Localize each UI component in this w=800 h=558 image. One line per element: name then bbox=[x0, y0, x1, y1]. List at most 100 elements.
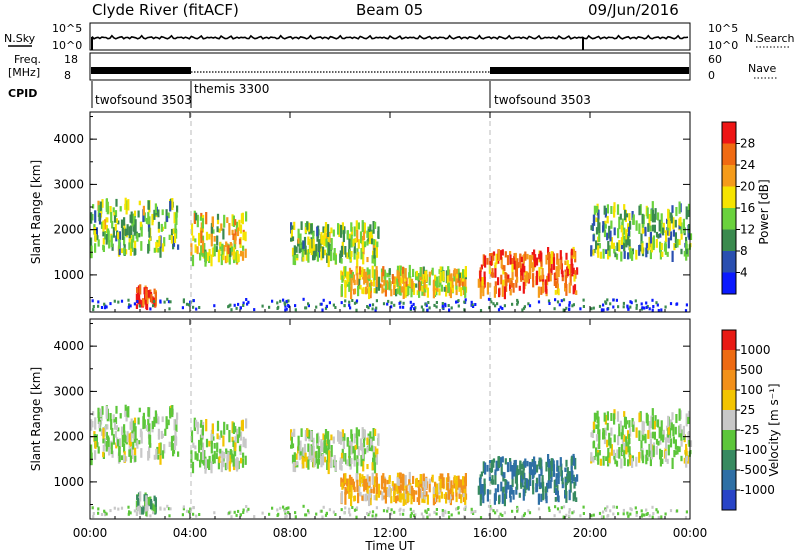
power-echo-cell bbox=[537, 300, 541, 304]
power-echo-cell bbox=[479, 281, 482, 288]
velocity-echo-cell bbox=[409, 507, 412, 511]
power-echo-cell bbox=[607, 241, 610, 251]
velocity-echo-cell bbox=[602, 515, 605, 519]
power-echo-cell bbox=[185, 302, 189, 306]
velocity-echo-cell bbox=[373, 476, 376, 488]
velocity-echo-cell bbox=[659, 440, 662, 445]
power-echo-cell bbox=[361, 240, 364, 252]
velocity-echo-cell bbox=[556, 507, 560, 511]
power-echo-cell bbox=[158, 236, 161, 247]
velocity-echo-cell bbox=[131, 446, 134, 459]
power-echo-cell bbox=[571, 263, 574, 277]
power-echo-cell bbox=[526, 253, 529, 260]
power-echo-cell bbox=[522, 255, 525, 267]
power-echo-cell bbox=[125, 209, 128, 215]
power-echo-cell bbox=[279, 299, 282, 303]
power-echo-cell bbox=[239, 229, 242, 234]
velocity-echo-cell bbox=[154, 498, 157, 507]
velocity-echo-cell bbox=[234, 442, 237, 452]
velocity-echo-cell bbox=[650, 416, 653, 429]
power-echo-cell bbox=[447, 266, 450, 276]
velocity-echo-cell bbox=[92, 411, 95, 416]
velocity-echo-cell bbox=[493, 493, 496, 505]
velocity-echo-cell bbox=[295, 453, 298, 460]
velocity-echo-cell bbox=[344, 453, 347, 462]
power-echo-cell bbox=[223, 245, 226, 252]
velocity-echo-cell bbox=[312, 438, 315, 446]
power-echo-cell bbox=[147, 243, 150, 254]
power-echo-cell bbox=[399, 265, 402, 277]
velocity-echo-cell bbox=[635, 456, 638, 467]
velocity-echo-cell bbox=[451, 484, 454, 495]
power-echo-cell bbox=[236, 251, 239, 263]
power-echo-cell bbox=[227, 245, 230, 255]
velocity-echo-cell bbox=[137, 499, 140, 511]
velocity-echo-cell bbox=[309, 446, 312, 459]
power-echo-cell bbox=[97, 304, 100, 308]
power-echo-cell bbox=[97, 205, 100, 217]
power-echo-cell bbox=[343, 266, 346, 279]
power-echo-cell bbox=[361, 220, 364, 232]
velocity-echo-cell bbox=[565, 459, 568, 467]
velocity-echo-cell bbox=[285, 514, 288, 518]
power-echo-cell bbox=[104, 231, 107, 240]
velocity-echo-cell bbox=[415, 477, 418, 484]
velocity-echo-cell bbox=[110, 442, 113, 455]
power-echo-cell bbox=[572, 303, 575, 307]
power-echo-cell bbox=[674, 243, 677, 248]
velocity-echo-cell bbox=[133, 417, 137, 424]
power-echo-cell bbox=[559, 250, 562, 260]
velocity-echo-cell bbox=[233, 510, 236, 514]
power-echo-cell bbox=[541, 268, 544, 280]
power-echo-cell bbox=[351, 299, 354, 302]
power-echo-cell bbox=[479, 270, 482, 282]
power-echo-cell bbox=[244, 248, 247, 258]
velocity-echo-cell bbox=[542, 488, 545, 501]
velocity-echo-cell bbox=[455, 492, 458, 503]
power-echo-cell bbox=[138, 300, 141, 306]
velocity-echo-cell bbox=[555, 473, 558, 486]
velocity-echo-cell bbox=[520, 463, 523, 470]
cpid-segment-1: twofsound 3503 bbox=[95, 93, 192, 107]
velocity-echo-cell bbox=[425, 477, 428, 490]
velocity-echo-cell bbox=[302, 504, 305, 508]
velocity-echo-cell bbox=[678, 408, 681, 421]
power-echo-cell bbox=[170, 228, 174, 236]
power-echo-cell bbox=[363, 222, 366, 234]
power-echo-cell bbox=[131, 239, 134, 252]
velocity-echo-cell bbox=[170, 435, 174, 443]
power-echo-cell bbox=[253, 308, 256, 312]
power-echo-cell bbox=[608, 245, 611, 256]
velocity-echo-cell bbox=[648, 443, 651, 457]
velocity-echo-cell bbox=[572, 474, 575, 482]
power-echo-cell bbox=[616, 242, 619, 251]
velocity-echo-cell bbox=[644, 435, 647, 444]
power-echo-cell bbox=[612, 242, 615, 249]
velocity-echo-cell bbox=[310, 444, 313, 456]
velocity-echo-cell bbox=[404, 490, 407, 500]
velocity-echo-cell bbox=[497, 484, 500, 493]
velocity-echo-cell bbox=[315, 512, 318, 516]
velocity-echo-cell bbox=[610, 444, 613, 456]
velocity-echo-cell bbox=[97, 511, 100, 515]
power-echo-cell bbox=[121, 227, 124, 240]
power-echo-cell bbox=[304, 227, 307, 234]
velocity-echo-cell bbox=[120, 506, 124, 510]
power-echo-cell bbox=[424, 302, 427, 306]
velocity-echo-cell bbox=[227, 452, 230, 462]
power-echo-cell bbox=[119, 206, 122, 212]
power-echo-cell bbox=[387, 281, 390, 290]
power-echo-cell bbox=[642, 214, 645, 225]
power-echo-cell bbox=[404, 268, 407, 279]
power-echo-cell bbox=[365, 286, 368, 294]
velocity-echo-cell bbox=[182, 507, 185, 511]
velocity-echo-cell bbox=[104, 426, 107, 437]
power-echo-cell bbox=[157, 227, 160, 233]
velocity-echo-cell bbox=[572, 510, 575, 514]
velocity-echo-cell bbox=[560, 506, 563, 510]
velocity-echo-cell bbox=[510, 487, 513, 495]
power-echo-cell bbox=[159, 299, 162, 303]
velocity-echo-cell bbox=[576, 474, 579, 482]
velocity-echo-cell bbox=[161, 416, 164, 423]
velocity-echo-cell bbox=[363, 479, 366, 492]
